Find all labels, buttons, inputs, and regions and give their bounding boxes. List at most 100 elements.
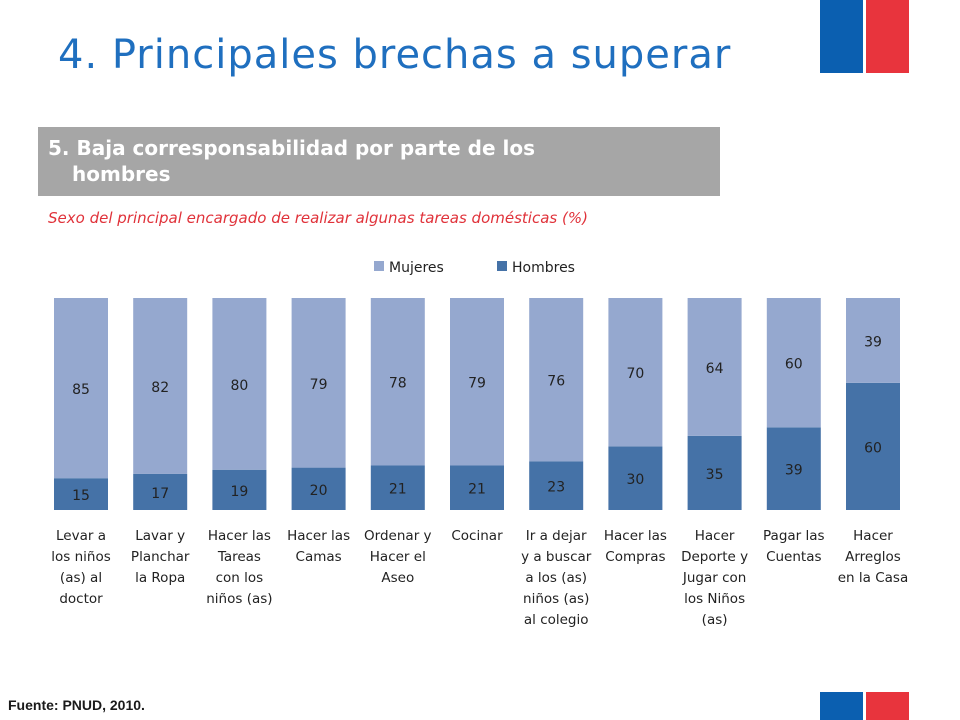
x-tick-label-line: Hacer las: [287, 528, 350, 544]
x-tick-label-line: (as) al: [60, 570, 102, 586]
data-label-mujeres: 78: [389, 376, 407, 392]
chart-subtitle: Sexo del principal encargado de realizar…: [48, 209, 588, 227]
x-tick-label: Hacer Deporte y Jugar con los Niños (as): [681, 528, 748, 628]
bar-hombres: [608, 446, 663, 510]
x-tick-label-line: Ordenar y: [364, 528, 431, 544]
data-label-hombres: 19: [230, 484, 248, 500]
page-title: 4. Principales brechas a superar: [58, 32, 732, 78]
x-tick-label-line: Levar a: [56, 528, 106, 544]
subtitle-line-2: hombres: [72, 162, 171, 186]
x-tick-label: Hacer Arreglos en la Casa: [838, 528, 908, 586]
x-tick-label-line: en la Casa: [838, 570, 908, 586]
legend-label-mujeres: Mujeres: [389, 260, 444, 276]
x-tick-label: Ir a dejar y a buscar a los (as) niños (as)…: [521, 528, 592, 628]
data-label-hombres: 23: [547, 480, 565, 496]
bar-mujeres: [450, 298, 504, 466]
x-tick-label: Pagar las Cuentas: [763, 528, 825, 565]
bar-hombres: [766, 427, 821, 510]
data-label-mujeres: 79: [310, 377, 328, 393]
bar-mujeres: [370, 298, 425, 466]
x-tick-label-line: Ir a dejar: [526, 528, 587, 544]
x-tick-label: Hacer las Camas: [287, 528, 350, 565]
data-label-hombres: 20: [310, 483, 328, 499]
bar-mujeres: [608, 298, 663, 447]
source-note: Fuente: PNUD, 2010.: [8, 697, 145, 713]
x-tick-label: Cocinar: [451, 528, 503, 544]
x-tick-label-line: niños (as): [523, 591, 589, 607]
x-tick-label-line: Cocinar: [451, 528, 503, 544]
x-tick-label-line: Camas: [296, 549, 342, 565]
data-label-hombres: 35: [706, 467, 724, 483]
legend-swatch-hombres: [497, 261, 507, 271]
data-label-hombres: 39: [785, 463, 803, 479]
x-tick-label-line: la Ropa: [135, 570, 185, 586]
subtitle-box: 5. Baja corresponsabilidad por parte de …: [38, 127, 720, 196]
bar-hombres: [291, 467, 346, 510]
bar-hombres: [370, 465, 425, 510]
x-tick-label-line: (as): [702, 612, 728, 628]
x-tick-label-line: Hacer el: [370, 549, 426, 565]
x-tick-label-line: Hacer las: [604, 528, 667, 544]
bar-hombres: [450, 465, 504, 510]
bar-mujeres: [212, 298, 267, 470]
flag-blue-bottom: [820, 692, 863, 720]
data-label-mujeres: 64: [706, 361, 724, 377]
bar-hombres: [212, 469, 267, 510]
bar-mujeres: [529, 298, 584, 462]
legend-label-hombres: Hombres: [512, 260, 575, 276]
x-tick-label-line: Deporte y: [681, 549, 748, 565]
x-tick-label-line: a los (as): [525, 570, 587, 586]
data-label-mujeres: 82: [151, 380, 169, 396]
bar-hombres: [687, 435, 742, 510]
data-label-mujeres: 80: [230, 378, 248, 394]
bar-hombres: [54, 478, 108, 510]
bar-mujeres: [766, 298, 821, 428]
x-tick-label-line: al colegio: [524, 612, 589, 628]
x-tick-label-line: Pagar las: [763, 528, 825, 544]
data-label-hombres: 15: [72, 488, 90, 504]
x-tick-label-line: Planchar: [131, 549, 190, 565]
x-tick-label-line: Hacer las: [208, 528, 271, 544]
data-label-mujeres: 76: [547, 374, 565, 390]
x-tick-label-line: niños (as): [206, 591, 272, 607]
x-tick-label-line: Tareas: [217, 549, 261, 565]
data-label-mujeres: 70: [626, 366, 644, 382]
x-tick-label: Lavar y Planchar la Ropa: [131, 528, 190, 586]
data-label-mujeres: 39: [864, 334, 882, 350]
data-label-mujeres: 79: [468, 376, 486, 392]
data-label-mujeres: 85: [72, 382, 90, 398]
bar-mujeres: [846, 298, 900, 383]
data-label-hombres: 21: [468, 482, 486, 498]
data-label-hombres: 21: [389, 482, 407, 498]
x-tick-label: Ordenar y Hacer el Aseo: [364, 528, 431, 586]
bar-hombres: [133, 473, 188, 510]
x-tick-label: Hacer las Compras: [604, 528, 667, 565]
bar-mujeres: [687, 298, 742, 436]
x-tick-label-line: Lavar y: [135, 528, 185, 544]
bar-mujeres: [291, 298, 346, 468]
bar-hombres: [846, 382, 900, 510]
x-tick-label-line: doctor: [59, 591, 103, 607]
x-tick-label-line: Cuentas: [766, 549, 821, 565]
x-tick-label-line: Jugar con: [682, 570, 746, 586]
data-label-hombres: 30: [626, 472, 644, 488]
bar-mujeres: [54, 298, 108, 479]
x-tick-label: Hacer las Tareas con los niños (as): [206, 528, 272, 607]
subtitle-line-1: 5. Baja corresponsabilidad por parte de …: [48, 136, 535, 160]
x-tick-label-line: y a buscar: [521, 549, 592, 565]
flag-red-top: [866, 0, 909, 73]
x-tick-label-line: Hacer: [695, 528, 735, 544]
data-label-mujeres: 60: [785, 357, 803, 373]
data-label-hombres: 60: [864, 440, 882, 456]
x-tick-label-line: los niños: [51, 549, 111, 565]
x-tick-label-line: Compras: [605, 549, 665, 565]
flag-blue-top: [820, 0, 863, 73]
bar-mujeres: [133, 298, 188, 474]
bar-hombres: [529, 461, 584, 510]
x-tick-label-line: Hacer: [853, 528, 893, 544]
x-tick-label-line: con los: [216, 570, 264, 586]
legend-swatch-mujeres: [374, 261, 384, 271]
x-tick-label: Levar a los niños (as) al doctor: [51, 528, 111, 607]
data-label-hombres: 17: [151, 486, 169, 502]
